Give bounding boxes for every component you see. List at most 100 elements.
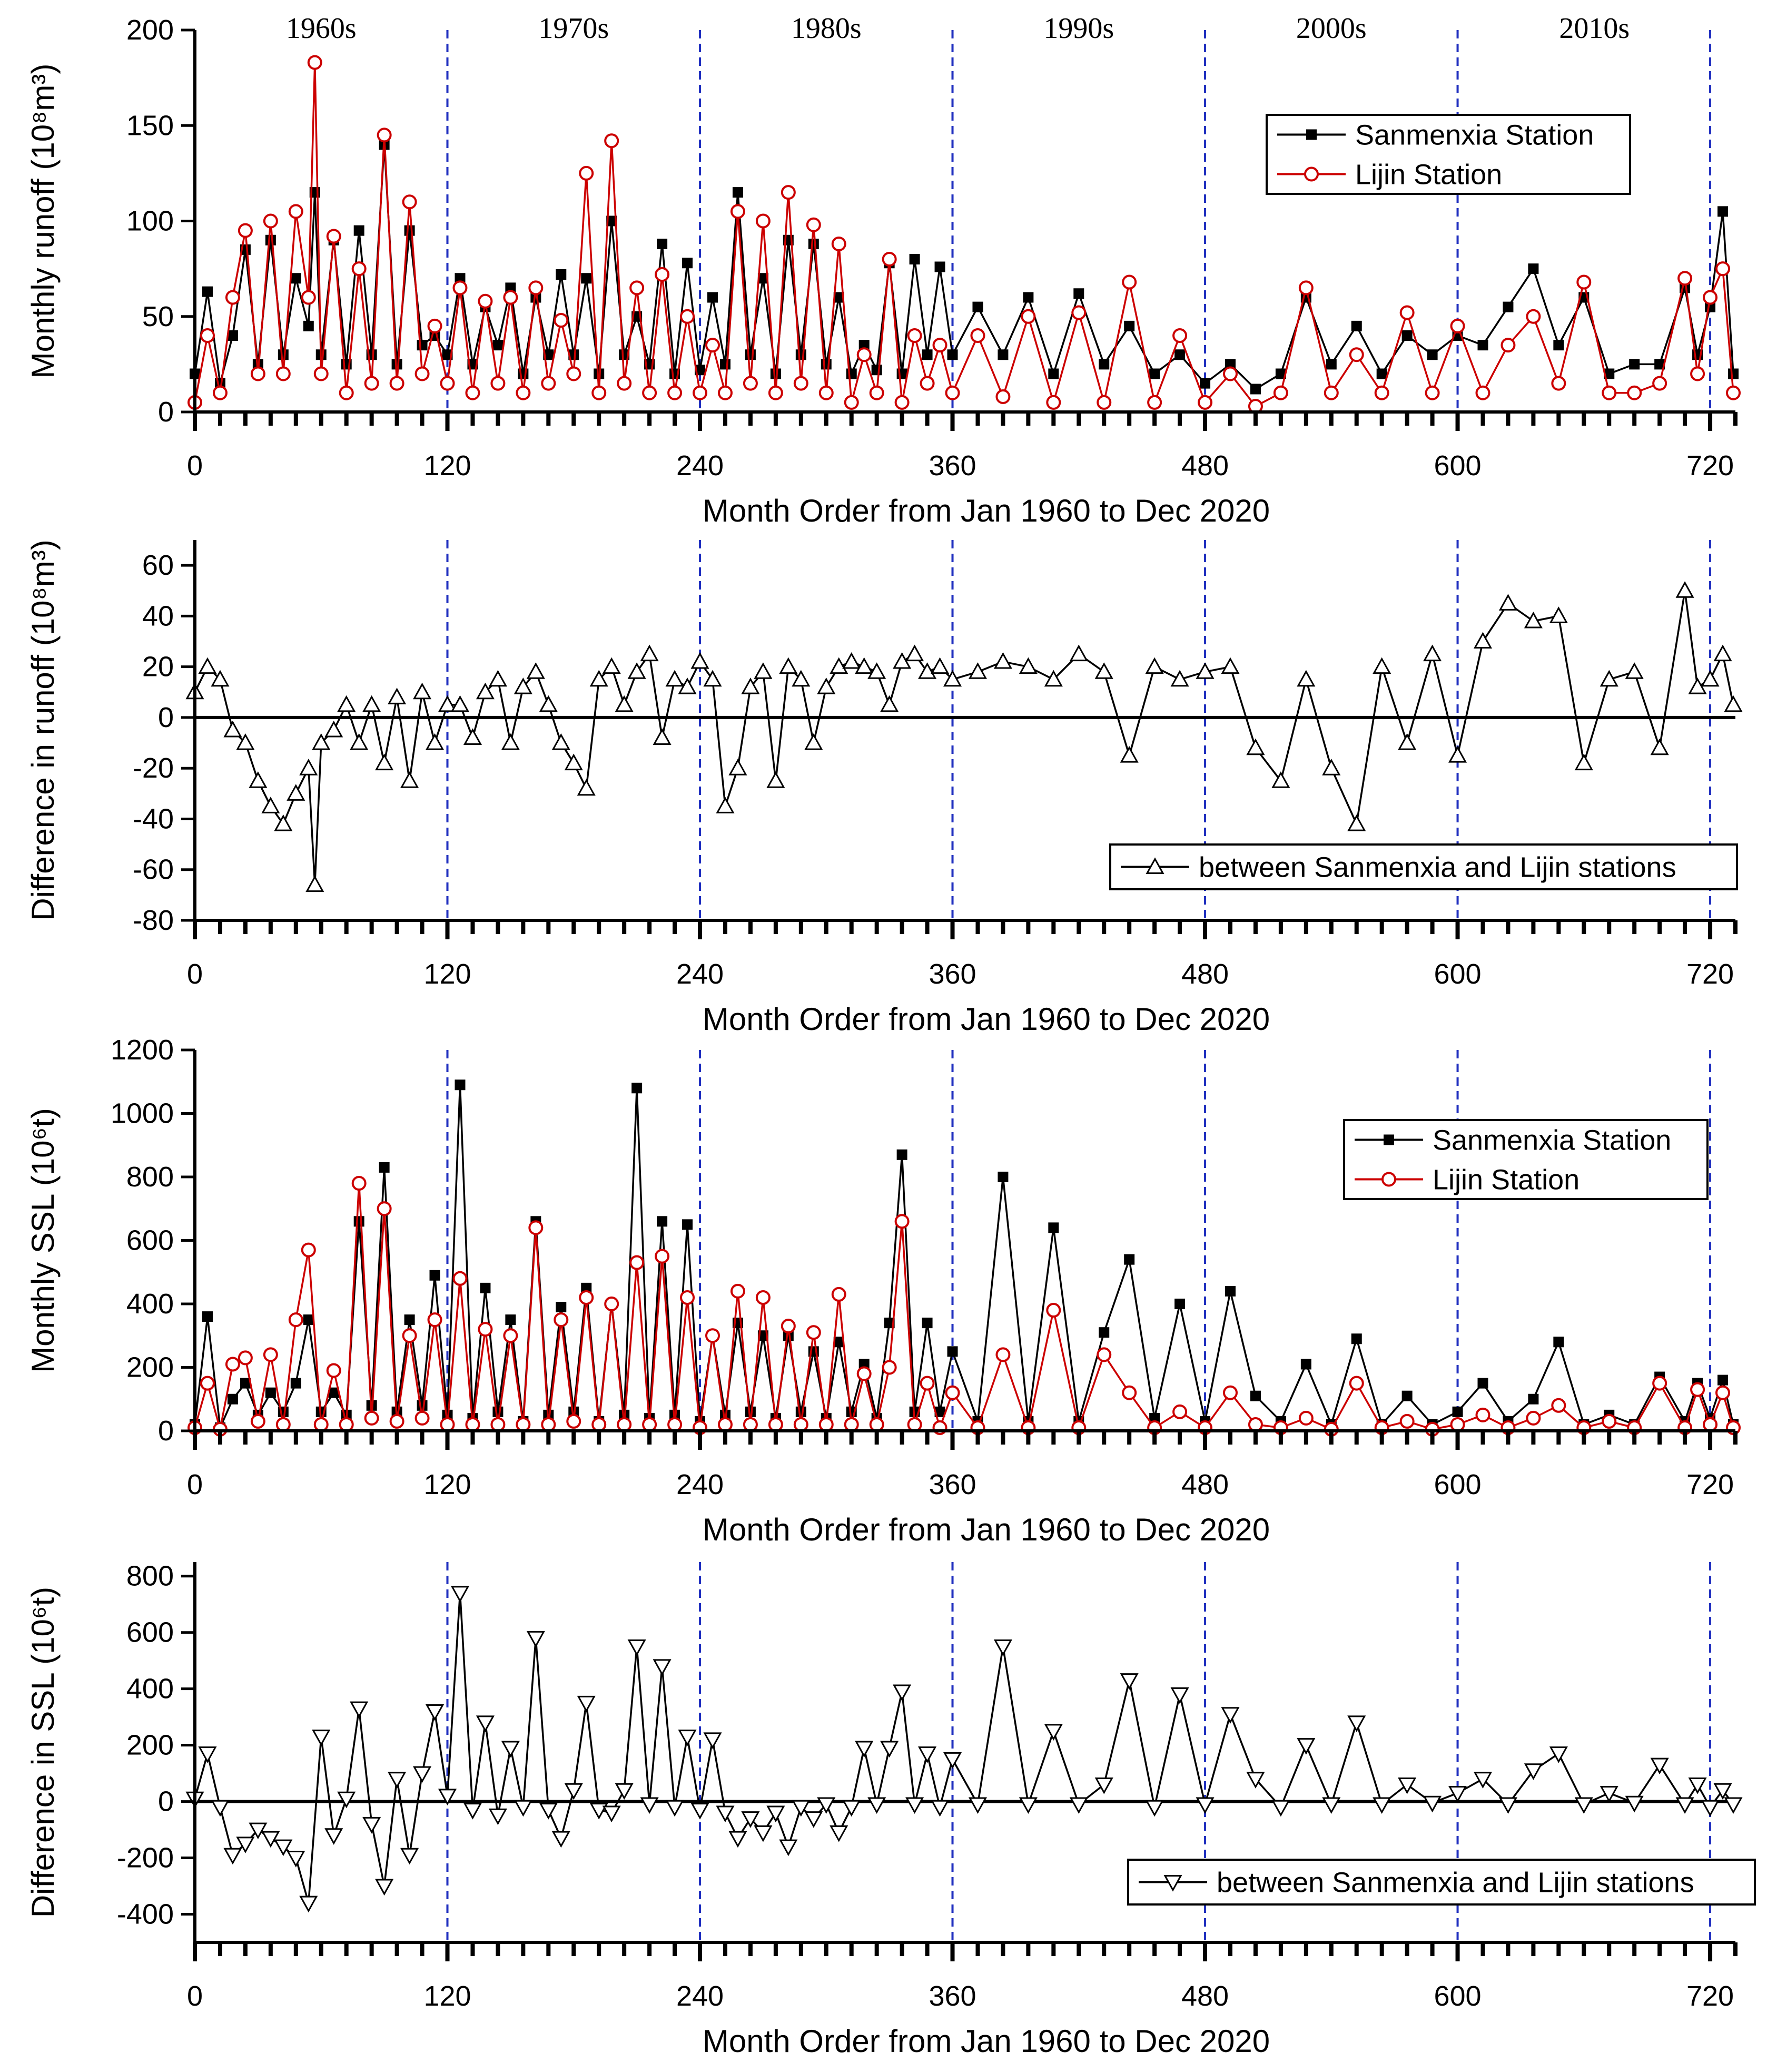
data-point [705,1328,720,1343]
data-point [690,652,709,669]
data-point [526,662,545,679]
data-point [1574,753,1593,771]
data-point [1652,1376,1667,1391]
legend-box [1266,114,1631,195]
data-point [743,1417,758,1432]
data-point [326,1363,341,1378]
data-point [564,1783,583,1800]
y-tick-label: 800 [126,1161,174,1193]
data-point [1726,385,1741,400]
data-point [678,1730,697,1746]
data-point [995,1347,1011,1362]
data-point [894,1214,910,1229]
legend-box [1109,843,1738,890]
y-tick-label: 1000 [111,1098,174,1130]
data-point [223,720,242,738]
data-point [301,290,316,305]
data-point [337,695,356,712]
data-point [993,652,1012,669]
data-point [579,1290,594,1305]
data-point [745,349,756,360]
data-point [539,1803,558,1820]
data-point [1097,395,1112,410]
x-tick-label: 0 [187,958,203,990]
data-point [362,1816,381,1834]
data-point [1423,1795,1442,1813]
data-point [1046,395,1061,410]
data-point [1477,1378,1488,1389]
data-point [1401,330,1413,341]
x-axis-label: Month Order from Jan 1960 to Dec 2020 [703,2024,1270,2059]
data-point [808,239,819,249]
legend: between Sanmenxia and Lijin stations [1109,843,1738,890]
data-point [830,1825,848,1842]
y-tick-label: -200 [117,1842,174,1874]
decade-label: 2000s [1296,12,1367,45]
data-point [918,662,937,679]
data-point [1048,368,1059,379]
data-point [1498,1797,1517,1814]
data-point [680,1290,695,1305]
data-point [501,1741,520,1758]
data-point [1576,274,1592,290]
x-tick-label: 720 [1686,450,1734,482]
data-point [844,395,859,410]
data-point [417,340,428,351]
x-tick-label: 120 [423,1980,471,2012]
data-point [1503,301,1514,312]
data-point [1477,340,1488,351]
data-point [855,657,874,674]
data-point [629,1255,645,1270]
data-point [492,340,504,351]
data-point [705,338,720,353]
data-point [968,662,988,679]
data-point [931,657,950,674]
data-point [1717,1374,1729,1386]
data-point [389,1413,404,1429]
data-point [249,1822,268,1840]
data-point [1172,1404,1188,1419]
data-point [792,670,811,687]
data-point [1124,320,1135,331]
data-point [414,366,430,381]
data-point [400,771,419,788]
data-point [389,376,404,391]
data-point [615,1783,634,1800]
data-point [478,1322,493,1337]
data-point [324,1828,343,1845]
x-tick-label: 480 [1181,1980,1229,2012]
decade-label: 2010s [1559,12,1630,45]
data-point [1097,1347,1112,1362]
data-point [768,385,783,400]
data-point [1273,385,1288,400]
data-point [305,875,324,892]
data-point [577,1695,596,1713]
data-point [463,1803,482,1820]
data-point [1448,1786,1467,1803]
series-line-first [194,590,1734,886]
data-point [227,330,238,341]
data-point [476,1715,495,1732]
data-point [1048,1222,1059,1233]
data-point [1551,376,1566,391]
data-point [657,1216,668,1227]
data-point [1094,662,1113,679]
data-point [313,1417,329,1432]
data-point [1099,359,1110,370]
data-point [972,301,983,312]
data-point [1326,359,1337,370]
data-point [1297,1738,1316,1755]
data-point [1701,670,1720,687]
data-point [1728,368,1739,379]
data-point [1675,581,1694,598]
data-point [1019,1797,1038,1814]
data-point [1399,1413,1415,1429]
data-point [867,1797,886,1814]
legend-marker [1384,1134,1394,1145]
data-point [856,347,872,362]
data-point [804,1811,823,1828]
data-point [312,1730,331,1746]
data-point [629,280,645,296]
data-point [476,682,495,700]
data-point [1172,328,1188,343]
